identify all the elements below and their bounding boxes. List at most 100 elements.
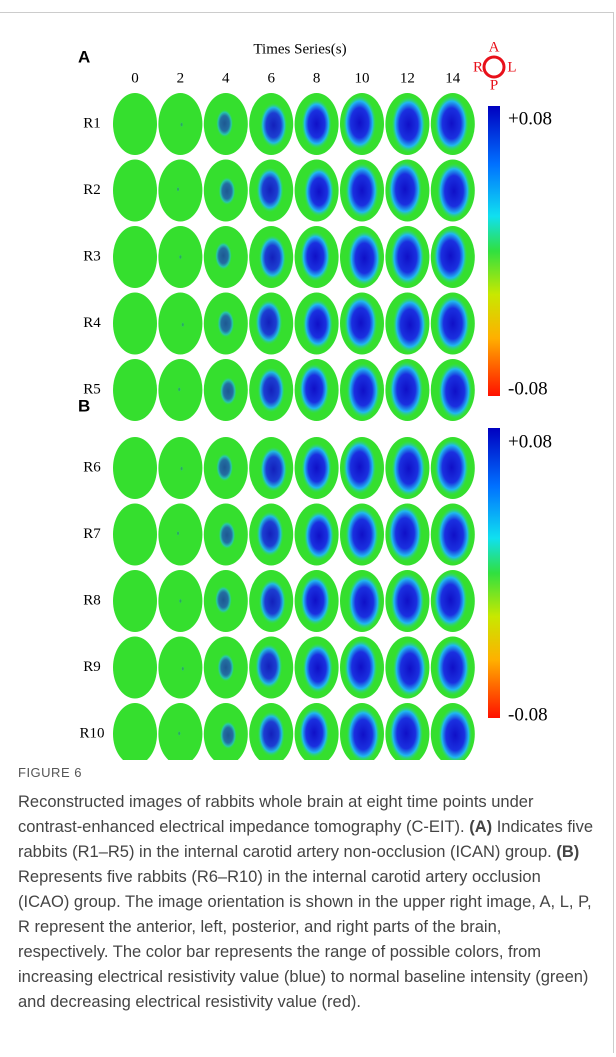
colorbar-label: +0.08: [508, 431, 552, 452]
brain-activation: [180, 466, 183, 471]
brain-activation: [388, 505, 422, 561]
brain-activation: [436, 640, 470, 696]
brain-image: [113, 293, 157, 355]
brain-image: [158, 504, 202, 566]
brain-activation: [220, 721, 237, 749]
brain-activation: [303, 643, 333, 693]
brain-activation: [259, 235, 286, 280]
brain-activation: [260, 447, 287, 492]
brain-activation: [343, 440, 376, 495]
brain-image: [113, 637, 157, 699]
brain-activation: [220, 377, 237, 405]
axis-title: Times Series(s): [253, 41, 346, 57]
orientation-label: R: [473, 59, 483, 75]
brain-activation: [299, 708, 329, 758]
colorbar-label: -0.08: [508, 704, 548, 725]
brain-image: [113, 93, 157, 155]
panel-label: A: [78, 47, 90, 66]
caption-bold: (B): [556, 843, 579, 861]
brain-activation: [348, 231, 381, 286]
brain-activation: [388, 161, 422, 217]
brain-activation: [389, 362, 423, 418]
brain-activation: [392, 441, 426, 497]
brain-activation: [344, 296, 377, 351]
orientation-label: L: [507, 59, 516, 75]
caption-bold: (A): [469, 818, 492, 836]
caption-label: FIGURE 6: [18, 765, 82, 780]
brain-activation: [347, 707, 380, 760]
brain-activation: [180, 122, 183, 127]
brain-activation: [302, 99, 332, 149]
brain-image: [158, 160, 202, 222]
brain-activation: [259, 579, 286, 624]
row-label: R9: [83, 659, 101, 675]
brain-image: [113, 160, 157, 222]
time-label: 0: [131, 70, 139, 86]
orientation-label: P: [490, 77, 498, 93]
brain-activation: [343, 96, 376, 151]
brain-activation: [437, 163, 471, 219]
brain-activation: [344, 640, 377, 695]
brain-activation: [179, 255, 182, 260]
caption-text: Reconstructed images of rabbits whole br…: [18, 793, 533, 836]
brain-activation: [346, 507, 379, 562]
panel-label: B: [78, 396, 90, 415]
brain-activation: [258, 368, 285, 413]
brain-image: [158, 293, 202, 355]
time-label: 4: [222, 70, 230, 86]
brain-activation: [304, 167, 334, 217]
brain-activation: [177, 187, 180, 192]
brain-activation: [391, 229, 425, 285]
colorbar-label: -0.08: [508, 378, 548, 399]
row-label: R4: [83, 315, 101, 331]
row-label: R7: [83, 526, 101, 542]
page: A Times Series(s) B A R L P +0.08 -0.08 …: [0, 0, 616, 1057]
colorbar: [488, 106, 500, 396]
brain-image: [113, 437, 157, 499]
brain-activation: [258, 712, 285, 757]
colorbar: [488, 428, 500, 718]
brain-activation: [302, 443, 332, 493]
figure: A Times Series(s) B A R L P +0.08 -0.08 …: [0, 0, 616, 760]
brain-activation: [217, 654, 234, 682]
brain-activation: [257, 512, 284, 557]
brain-activation: [257, 168, 284, 213]
brain-activation: [393, 641, 427, 697]
brain-activation: [179, 599, 182, 604]
brain-activation: [219, 177, 236, 205]
time-label: 12: [400, 70, 415, 86]
time-label: 8: [313, 70, 321, 86]
brain-activation: [219, 521, 236, 549]
orientation-label: A: [489, 39, 500, 55]
brain-activation: [215, 242, 232, 270]
caption: Reconstructed images of rabbits whole br…: [18, 790, 596, 1015]
time-label: 14: [445, 70, 461, 86]
row-label: R8: [83, 592, 101, 608]
brain-activation: [391, 573, 425, 629]
brain-image: [113, 504, 157, 566]
brain-activation: [216, 109, 233, 137]
row-label: R6: [83, 459, 101, 475]
brain-activation: [434, 572, 468, 628]
brain-activation: [435, 96, 469, 152]
brain-activation: [435, 440, 469, 496]
brain-image: [158, 703, 202, 760]
caption-text: Represents five rabbits (R6–R10) in the …: [18, 868, 592, 1011]
brain-image: [113, 703, 157, 760]
brain-activation: [437, 507, 471, 563]
brain-activation: [217, 310, 234, 338]
time-label: 6: [267, 70, 275, 86]
brain-activation: [181, 666, 184, 671]
brain-activation: [255, 644, 282, 689]
brain-activation: [303, 299, 333, 349]
brain-activation: [215, 586, 232, 614]
row-label: R1: [83, 115, 101, 131]
brain-activation: [177, 531, 180, 536]
brain-activation: [300, 576, 330, 626]
time-label: 2: [177, 70, 185, 86]
brain-image: [158, 637, 202, 699]
time-label: 10: [355, 70, 370, 86]
brain-activation: [300, 232, 330, 282]
brain-activation: [304, 511, 334, 561]
brain-image: [113, 359, 157, 421]
